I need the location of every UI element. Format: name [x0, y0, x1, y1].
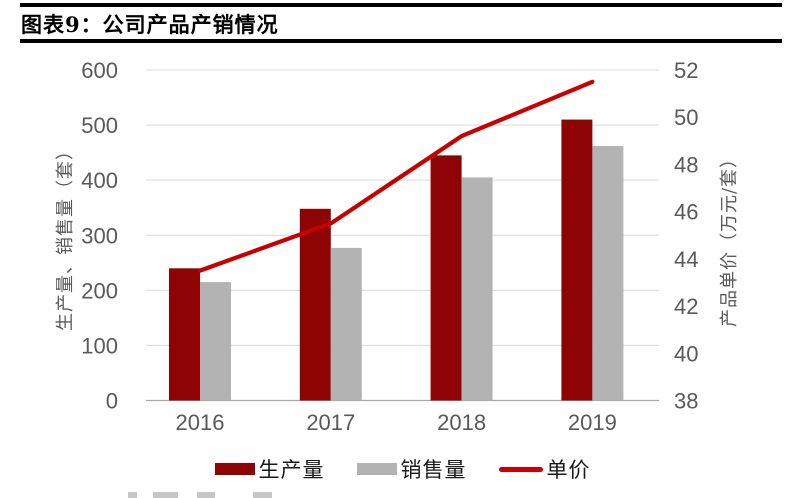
cropped-text-fragment	[153, 492, 178, 498]
left-tick-label: 600	[81, 58, 118, 83]
right-tick-label: 48	[674, 152, 698, 177]
right-axis-tick-labels: 52 50 48 46 44 42 40 38	[674, 58, 698, 414]
bar-production-2016	[169, 268, 200, 401]
left-axis-title: 生产量、销售量（套）	[55, 141, 76, 331]
x-tick-label: 2018	[437, 410, 486, 435]
x-tick-label: 2017	[306, 410, 355, 435]
legend-item-production: 生产量	[214, 454, 325, 484]
bars-series-1	[200, 146, 624, 401]
right-tick-label: 52	[674, 58, 698, 83]
right-tick-label: 46	[674, 200, 698, 225]
right-tick-label: 50	[674, 105, 698, 130]
bar-production-2018	[430, 155, 462, 401]
right-tick-label: 38	[674, 389, 698, 414]
x-tick-label: 2019	[568, 410, 617, 435]
header-rule-bottom	[20, 39, 782, 43]
left-axis-tick-labels: 600 500 400 300 200 100 0	[81, 58, 118, 414]
bar-production-2019	[561, 119, 593, 401]
left-tick-label: 500	[81, 113, 118, 138]
left-tick-label: 0	[106, 389, 118, 414]
right-tick-label: 40	[674, 341, 698, 366]
legend-item-price: 单价	[498, 454, 591, 484]
right-axis-title: 产品单价（万元/套）	[719, 148, 740, 328]
x-axis-labels: 2016 2017 2018 2019	[176, 410, 617, 435]
cropped-text-fragment	[128, 492, 137, 498]
right-tick-label: 44	[674, 247, 698, 272]
cropped-text-fragment	[197, 492, 215, 498]
sales-color-swatch	[356, 463, 397, 475]
production-color-swatch	[214, 463, 255, 475]
bars-series-0	[169, 119, 593, 401]
price-line-swatch	[498, 466, 543, 472]
cropped-text-fragment	[253, 492, 272, 498]
bar-sales-2016	[200, 282, 231, 401]
bar-sales-2017	[330, 247, 362, 401]
left-tick-label: 200	[81, 278, 118, 303]
chart-legend: 生产量 销售量 单价	[0, 454, 805, 484]
legend-label-sales: 销售量	[400, 458, 467, 482]
legend-label-price: 单价	[546, 458, 591, 482]
legend-label-production: 生产量	[258, 458, 325, 482]
right-tick-label: 42	[674, 294, 698, 319]
header-rule-top	[20, 3, 782, 7]
figure-title: 图表9：公司产品产销情况	[21, 12, 279, 37]
bar-sales-2018	[461, 177, 493, 401]
bar-production-2017	[299, 208, 331, 401]
left-tick-label: 300	[81, 223, 118, 248]
x-tick-label: 2016	[176, 410, 225, 435]
price-line	[197, 79, 595, 273]
left-tick-label: 100	[81, 333, 118, 358]
left-tick-label: 400	[81, 168, 118, 193]
legend-item-sales: 销售量	[356, 454, 467, 484]
bar-sales-2019	[592, 146, 624, 401]
